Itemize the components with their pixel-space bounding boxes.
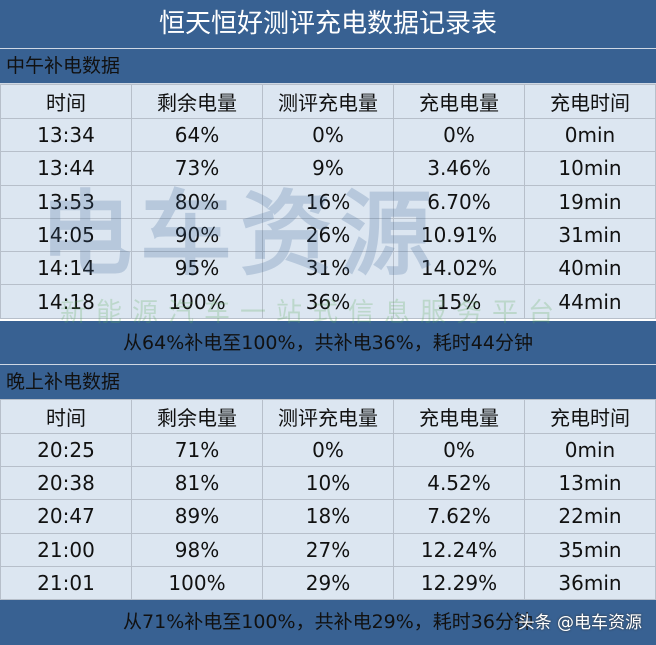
table-cell: 80% bbox=[131, 184, 263, 219]
table-cell: 40min bbox=[524, 251, 656, 286]
table-cell: 15% bbox=[393, 284, 525, 319]
source-credit: 头条 @电车资源 bbox=[517, 613, 642, 633]
table-row: 20:47 89% 18% 7.62% 22min bbox=[0, 499, 656, 534]
table-cell: 35min bbox=[524, 532, 656, 567]
table-row: 14:18 100% 36% 15% 44min bbox=[0, 284, 656, 319]
table-cell: 9% bbox=[262, 151, 394, 186]
header-row: 时间 剩余电量 测评充电量 充电电量 充电时间 bbox=[0, 84, 656, 119]
column-header: 充电电量 bbox=[393, 84, 525, 119]
table-cell: 89% bbox=[131, 499, 263, 534]
table-cell: 13:34 bbox=[0, 117, 132, 153]
table-cell: 73% bbox=[131, 151, 263, 186]
table-cell: 20:47 bbox=[0, 499, 132, 534]
table-cell: 18% bbox=[262, 499, 394, 534]
table-cell: 13:53 bbox=[0, 184, 132, 219]
column-header: 充电时间 bbox=[524, 84, 656, 119]
table-cell: 31min bbox=[524, 217, 656, 253]
column-header: 充电电量 bbox=[393, 399, 525, 434]
table-row: 13:53 80% 16% 6.70% 19min bbox=[0, 184, 656, 219]
table-cell: 0% bbox=[393, 432, 525, 468]
table-row: 13:34 64% 0% 0% 0min bbox=[0, 117, 656, 153]
table-cell: 22min bbox=[524, 499, 656, 534]
table-cell: 0% bbox=[262, 117, 394, 153]
table-row: 14:14 95% 31% 14.02% 40min bbox=[0, 251, 656, 286]
table-cell: 0min bbox=[524, 432, 656, 468]
evening-summary: 从71%补电至100%，共补电29%，耗时36分钟 bbox=[0, 600, 656, 645]
table-row: 20:38 81% 10% 4.52% 13min bbox=[0, 466, 656, 501]
table-cell: 10.91% bbox=[393, 217, 525, 253]
table-cell: 12.29% bbox=[393, 565, 525, 600]
column-header: 剩余电量 bbox=[131, 84, 263, 119]
evening-table: 时间 剩余电量 测评充电量 充电电量 充电时间 20:25 71% 0% 0% 0min 20:38… bbox=[0, 399, 656, 600]
table-cell: 81% bbox=[131, 466, 263, 501]
column-header: 充电时间 bbox=[524, 399, 656, 434]
column-header: 时间 bbox=[0, 399, 132, 434]
table-cell: 90% bbox=[131, 217, 263, 253]
table-cell: 7.62% bbox=[393, 499, 525, 534]
column-header: 测评充电量 bbox=[262, 399, 394, 434]
table-cell: 3.46% bbox=[393, 151, 525, 186]
table-cell: 100% bbox=[131, 284, 263, 319]
sheet-title: 恒天恒好测评充电数据记录表 bbox=[0, 0, 656, 49]
table-cell: 31% bbox=[262, 251, 394, 286]
table-cell: 13min bbox=[524, 466, 656, 501]
table-cell: 29% bbox=[262, 565, 394, 600]
table-cell: 4.52% bbox=[393, 466, 525, 501]
table-cell: 95% bbox=[131, 251, 263, 286]
table-cell: 10min bbox=[524, 151, 656, 186]
table-row: 21:01 100% 29% 12.29% 36min bbox=[0, 565, 656, 600]
header-row: 时间 剩余电量 测评充电量 充电电量 充电时间 bbox=[0, 399, 656, 434]
table-cell: 0min bbox=[524, 117, 656, 153]
table-cell: 98% bbox=[131, 532, 263, 567]
table-cell: 26% bbox=[262, 217, 394, 253]
table-cell: 12.24% bbox=[393, 532, 525, 567]
column-header: 时间 bbox=[0, 84, 132, 119]
table-row: 21:00 98% 27% 12.24% 35min bbox=[0, 532, 656, 567]
table-cell: 44min bbox=[524, 284, 656, 319]
table-cell: 14.02% bbox=[393, 251, 525, 286]
table-row: 13:44 73% 9% 3.46% 10min bbox=[0, 151, 656, 186]
table-cell: 20:25 bbox=[0, 432, 132, 468]
table-cell: 21:01 bbox=[0, 565, 132, 600]
table-cell: 36min bbox=[524, 565, 656, 600]
table-cell: 27% bbox=[262, 532, 394, 567]
table-cell: 19min bbox=[524, 184, 656, 219]
table-cell: 21:00 bbox=[0, 532, 132, 567]
table-cell: 14:14 bbox=[0, 251, 132, 286]
table-row: 20:25 71% 0% 0% 0min bbox=[0, 432, 656, 468]
noon-section-header: 中午补电数据 bbox=[0, 49, 656, 84]
evening-section-header: 晚上补电数据 bbox=[0, 365, 656, 400]
table-cell: 10% bbox=[262, 466, 394, 501]
table-cell: 0% bbox=[262, 432, 394, 468]
table-cell: 14:18 bbox=[0, 284, 132, 319]
column-header: 剩余电量 bbox=[131, 399, 263, 434]
column-header: 测评充电量 bbox=[262, 84, 394, 119]
table-cell: 71% bbox=[131, 432, 263, 468]
table-cell: 100% bbox=[131, 565, 263, 600]
table-cell: 36% bbox=[262, 284, 394, 319]
table-cell: 13:44 bbox=[0, 151, 132, 186]
noon-summary: 从64%补电至100%，共补电36%，耗时44分钟 bbox=[0, 321, 656, 365]
table-row: 14:05 90% 26% 10.91% 31min bbox=[0, 217, 656, 253]
table-cell: 0% bbox=[393, 117, 525, 153]
table-cell: 16% bbox=[262, 184, 394, 219]
table-cell: 64% bbox=[131, 117, 263, 153]
noon-table: 时间 剩余电量 测评充电量 充电电量 充电时间 13:34 64% 0% 0% 0min 13:44… bbox=[0, 84, 656, 319]
table-cell: 20:38 bbox=[0, 466, 132, 501]
table-cell: 6.70% bbox=[393, 184, 525, 219]
table-cell: 14:05 bbox=[0, 217, 132, 253]
